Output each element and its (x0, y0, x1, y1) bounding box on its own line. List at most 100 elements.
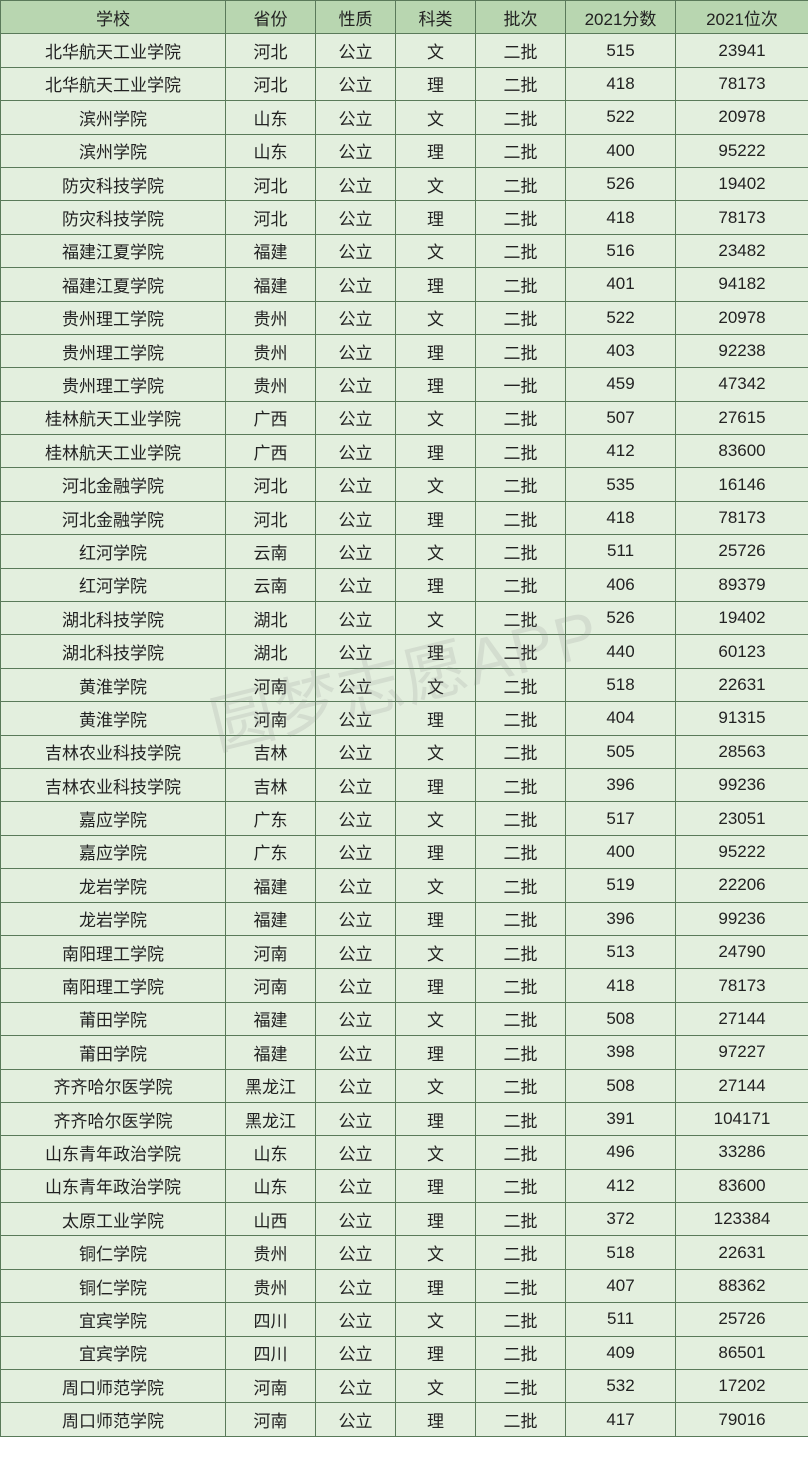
table-row: 齐齐哈尔医学院黑龙江公立文二批50827144 (1, 1069, 808, 1102)
cell-score: 418 (566, 501, 676, 534)
cell-province: 山西 (226, 1203, 316, 1236)
table-row: 莆田学院福建公立理二批39897227 (1, 1036, 808, 1069)
cell-batch: 二批 (476, 334, 566, 367)
cell-batch: 二批 (476, 969, 566, 1002)
cell-batch: 二批 (476, 1203, 566, 1236)
cell-province: 湖北 (226, 602, 316, 635)
cell-school: 红河学院 (1, 568, 226, 601)
table-row: 铜仁学院贵州公立理二批40788362 (1, 1269, 808, 1302)
cell-type: 公立 (316, 435, 396, 468)
cell-rank: 25726 (676, 535, 808, 568)
cell-subject: 理 (396, 969, 476, 1002)
cell-type: 公立 (316, 935, 396, 968)
table-row: 嘉应学院广东公立理二批40095222 (1, 835, 808, 868)
cell-type: 公立 (316, 1002, 396, 1035)
cell-province: 河南 (226, 1403, 316, 1436)
cell-type: 公立 (316, 1336, 396, 1369)
cell-school: 贵州理工学院 (1, 301, 226, 334)
cell-rank: 28563 (676, 735, 808, 768)
cell-province: 吉林 (226, 735, 316, 768)
cell-rank: 22631 (676, 1236, 808, 1269)
cell-type: 公立 (316, 1169, 396, 1202)
cell-subject: 理 (396, 702, 476, 735)
cell-province: 黑龙江 (226, 1102, 316, 1135)
cell-subject: 文 (396, 869, 476, 902)
cell-score: 526 (566, 602, 676, 635)
cell-province: 贵州 (226, 1269, 316, 1302)
cell-subject: 理 (396, 201, 476, 234)
cell-batch: 二批 (476, 1102, 566, 1135)
cell-rank: 27144 (676, 1002, 808, 1035)
cell-subject: 文 (396, 234, 476, 267)
cell-subject: 理 (396, 568, 476, 601)
cell-school: 嘉应学院 (1, 835, 226, 868)
cell-batch: 二批 (476, 435, 566, 468)
cell-score: 391 (566, 1102, 676, 1135)
cell-score: 407 (566, 1269, 676, 1302)
cell-rank: 17202 (676, 1370, 808, 1403)
table-row: 北华航天工业学院河北公立文二批51523941 (1, 34, 808, 67)
cell-batch: 二批 (476, 1370, 566, 1403)
cell-province: 福建 (226, 902, 316, 935)
cell-score: 515 (566, 34, 676, 67)
cell-score: 532 (566, 1370, 676, 1403)
cell-subject: 文 (396, 1069, 476, 1102)
cell-rank: 78173 (676, 501, 808, 534)
cell-batch: 二批 (476, 134, 566, 167)
cell-type: 公立 (316, 635, 396, 668)
cell-type: 公立 (316, 301, 396, 334)
cell-score: 519 (566, 869, 676, 902)
cell-province: 山东 (226, 1136, 316, 1169)
table-container: 学校 省份 性质 科类 批次 2021分数 2021位次 北华航天工业学院河北公… (0, 0, 808, 1437)
cell-school: 湖北科技学院 (1, 602, 226, 635)
cell-score: 412 (566, 1169, 676, 1202)
table-row: 齐齐哈尔医学院黑龙江公立理二批391104171 (1, 1102, 808, 1135)
cell-score: 418 (566, 969, 676, 1002)
cell-score: 418 (566, 201, 676, 234)
cell-rank: 123384 (676, 1203, 808, 1236)
cell-school: 滨州学院 (1, 134, 226, 167)
table-row: 湖北科技学院湖北公立理二批44060123 (1, 635, 808, 668)
cell-subject: 文 (396, 1136, 476, 1169)
cell-school: 铜仁学院 (1, 1269, 226, 1302)
cell-school: 滨州学院 (1, 101, 226, 134)
cell-province: 云南 (226, 535, 316, 568)
cell-rank: 60123 (676, 635, 808, 668)
cell-school: 嘉应学院 (1, 802, 226, 835)
cell-province: 河北 (226, 67, 316, 100)
cell-subject: 理 (396, 1336, 476, 1369)
cell-rank: 94182 (676, 268, 808, 301)
cell-score: 522 (566, 101, 676, 134)
cell-school: 宜宾学院 (1, 1303, 226, 1336)
table-row: 南阳理工学院河南公立理二批41878173 (1, 969, 808, 1002)
cell-school: 南阳理工学院 (1, 935, 226, 968)
cell-type: 公立 (316, 368, 396, 401)
cell-school: 山东青年政治学院 (1, 1136, 226, 1169)
table-row: 太原工业学院山西公立理二批372123384 (1, 1203, 808, 1236)
cell-type: 公立 (316, 1236, 396, 1269)
cell-type: 公立 (316, 668, 396, 701)
table-row: 滨州学院山东公立文二批52220978 (1, 101, 808, 134)
cell-score: 516 (566, 234, 676, 267)
cell-province: 四川 (226, 1303, 316, 1336)
table-row: 贵州理工学院贵州公立文二批52220978 (1, 301, 808, 334)
cell-subject: 理 (396, 835, 476, 868)
cell-province: 云南 (226, 568, 316, 601)
cell-subject: 理 (396, 1102, 476, 1135)
col-header-rank: 2021位次 (676, 1, 808, 34)
cell-province: 河南 (226, 1370, 316, 1403)
cell-score: 526 (566, 167, 676, 200)
cell-rank: 95222 (676, 835, 808, 868)
cell-school: 贵州理工学院 (1, 334, 226, 367)
cell-score: 404 (566, 702, 676, 735)
cell-school: 齐齐哈尔医学院 (1, 1102, 226, 1135)
cell-batch: 二批 (476, 501, 566, 534)
cell-province: 河北 (226, 201, 316, 234)
cell-score: 412 (566, 435, 676, 468)
cell-province: 贵州 (226, 1236, 316, 1269)
cell-score: 396 (566, 768, 676, 801)
table-row: 桂林航天工业学院广西公立文二批50727615 (1, 401, 808, 434)
table-row: 河北金融学院河北公立理二批41878173 (1, 501, 808, 534)
cell-batch: 二批 (476, 635, 566, 668)
cell-score: 518 (566, 1236, 676, 1269)
